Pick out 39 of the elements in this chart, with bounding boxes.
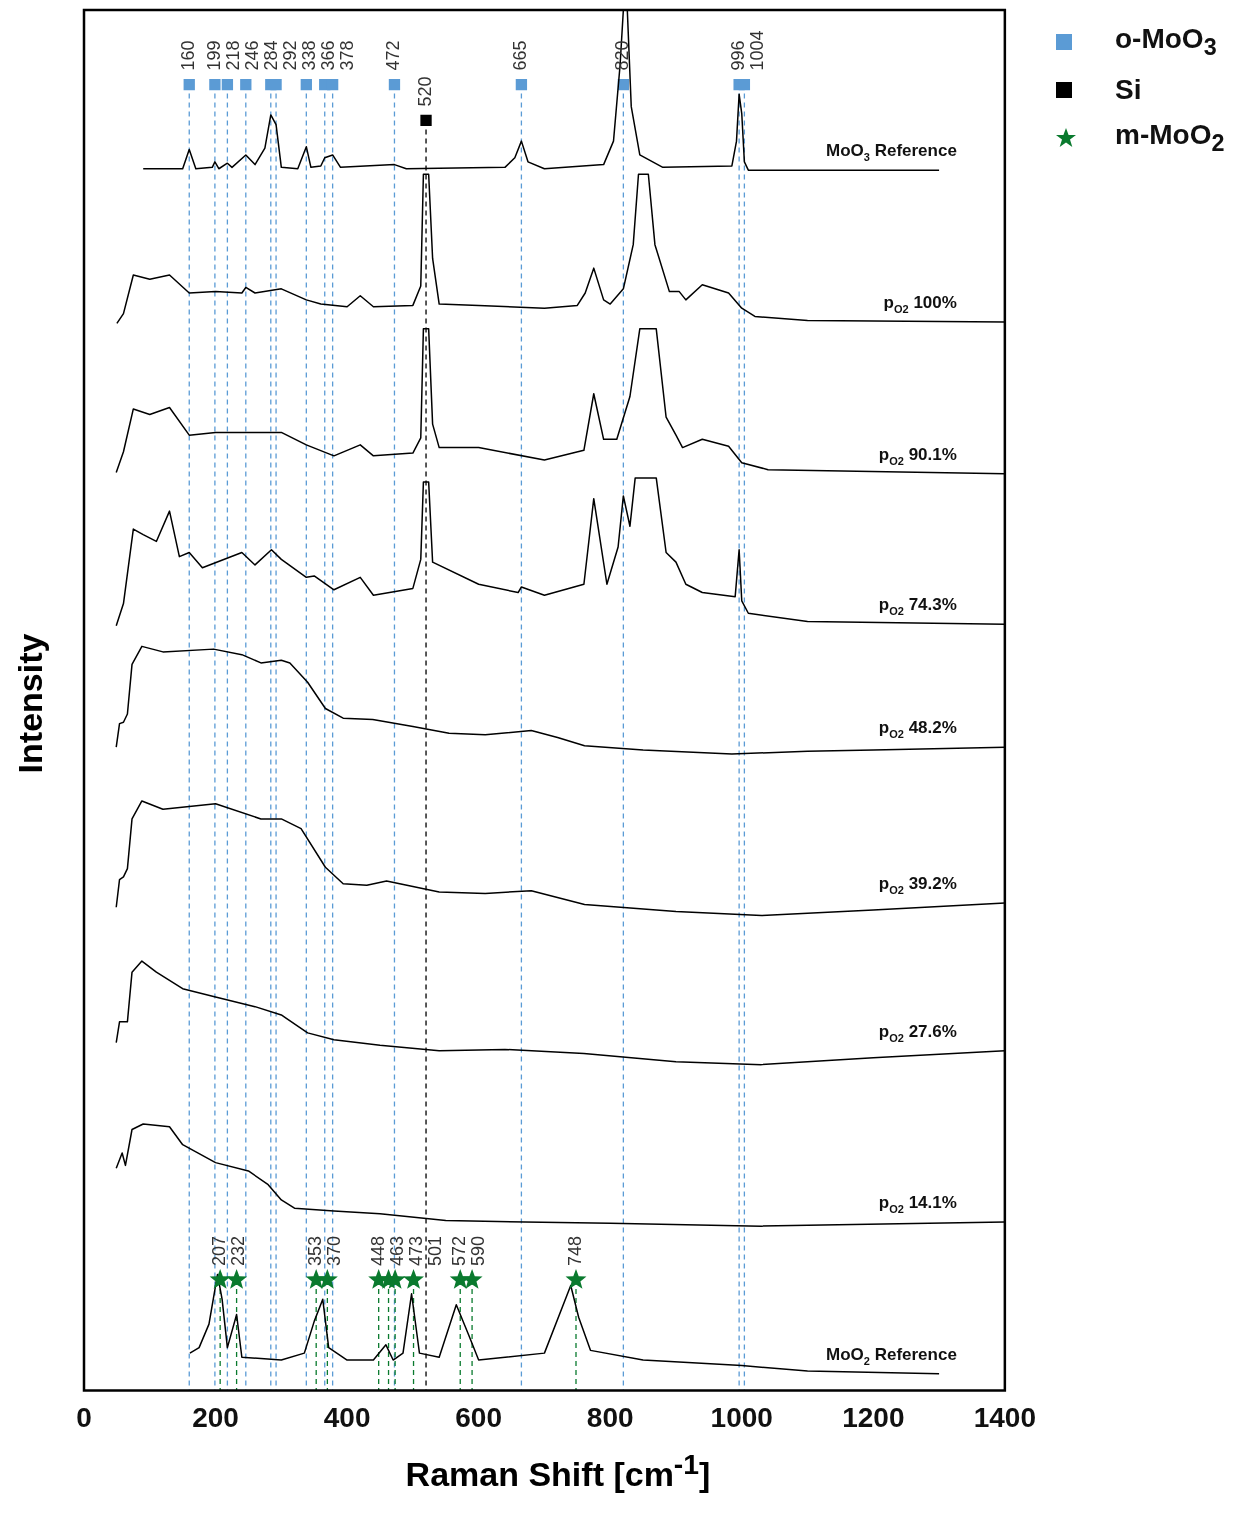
y-axis-title: Intensity — [10, 632, 50, 776]
ref-line-label: 473 — [405, 1235, 426, 1266]
ref-line-label: 199 — [203, 40, 224, 71]
ref-line-label: 520 — [415, 76, 435, 107]
x-tick-label: 400 — [323, 1401, 371, 1433]
ref-line-label: 463 — [386, 1235, 407, 1266]
legend-label: Si — [1115, 74, 1142, 106]
x-tick-label: 1000 — [710, 1401, 773, 1433]
ref-line-label: 472 — [383, 40, 404, 71]
x-tick-label: 600 — [455, 1401, 503, 1433]
x-axis-title: Raman Shift [cm$^{-1}$] — [404, 1448, 712, 1495]
ref-line-label: 665 — [510, 40, 531, 71]
ref-line-label: 160 — [178, 40, 199, 71]
ref-line-label: 572 — [449, 1235, 470, 1266]
ref-line-label: 590 — [468, 1235, 489, 1266]
ref-line-label: 378 — [336, 40, 357, 71]
x-tick-label: 1200 — [842, 1401, 905, 1433]
ref-line-label: 501 — [424, 1235, 445, 1266]
ref-line-label: 338 — [298, 40, 319, 71]
ref-line-label: 284 — [260, 40, 281, 71]
ref-line-label: 996 — [728, 40, 749, 71]
ref-line-label: 820 — [612, 40, 633, 71]
ref-line-label: 1004 — [747, 30, 768, 71]
ref-line-label: 366 — [317, 40, 338, 71]
x-tick-label: 200 — [192, 1401, 239, 1433]
ref-line-label: 353 — [305, 1235, 326, 1266]
legend-label: m-MoO$_{2}$ — [1115, 119, 1225, 157]
ref-line-label: 218 — [222, 40, 243, 71]
ref-line-label: 207 — [209, 1235, 230, 1266]
ref-line-label: 246 — [241, 40, 262, 71]
ref-line-label: 232 — [228, 1235, 249, 1266]
ref-line-label: 448 — [367, 1235, 388, 1266]
x-tick-label: 800 — [586, 1401, 634, 1433]
ref-line-label: 748 — [564, 1235, 585, 1266]
legend-label: o-MoO$_{3}$ — [1115, 23, 1217, 61]
ref-line-label: 292 — [279, 40, 300, 71]
x-tick-label: 0 — [76, 1401, 92, 1433]
x-tick-label: 1400 — [973, 1401, 1036, 1433]
ref-line-label: 370 — [324, 1235, 345, 1266]
